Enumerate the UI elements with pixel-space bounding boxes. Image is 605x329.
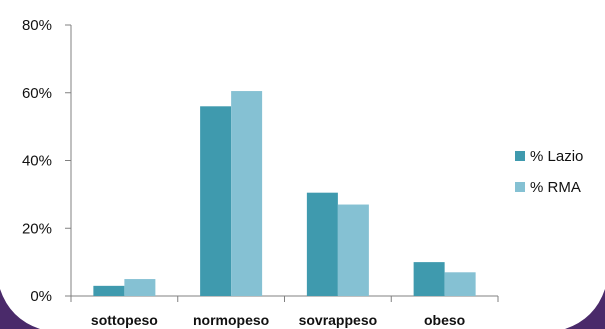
- y-axis: 0% 20% 40% 60% 80%: [22, 17, 72, 305]
- y-tick-label: 0%: [30, 288, 52, 305]
- bar-lazio-sovrappeso: [306, 192, 338, 296]
- category-label: normopeso: [193, 312, 269, 328]
- bar-lazio-normopeso: [200, 106, 232, 296]
- bar-rma-obeso: [444, 272, 476, 296]
- y-tick-label: 80%: [22, 17, 52, 34]
- category-label: obeso: [424, 312, 465, 328]
- bar-rma-sovrappeso: [337, 204, 369, 296]
- bar-lazio-sottopeso: [93, 285, 125, 296]
- y-tick-label: 60%: [22, 85, 52, 102]
- bar-rma-normopeso: [231, 91, 263, 297]
- legend-label: % Lazio: [530, 148, 583, 165]
- x-axis: sottopeso normopeso sovrappeso obeso: [70, 295, 499, 328]
- legend-swatch: [515, 151, 525, 161]
- y-tick-label: 40%: [22, 153, 52, 170]
- legend-label: % RMA: [530, 179, 581, 196]
- y-tick-label: 20%: [22, 220, 52, 237]
- legend-swatch: [515, 182, 525, 192]
- category-label: sottopeso: [91, 312, 158, 328]
- category-label: sovrappeso: [299, 312, 378, 328]
- bar-lazio-obeso: [413, 262, 445, 296]
- legend: % Lazio % RMA: [515, 148, 583, 196]
- bars: [93, 91, 476, 297]
- bar-rma-sottopeso: [124, 279, 156, 296]
